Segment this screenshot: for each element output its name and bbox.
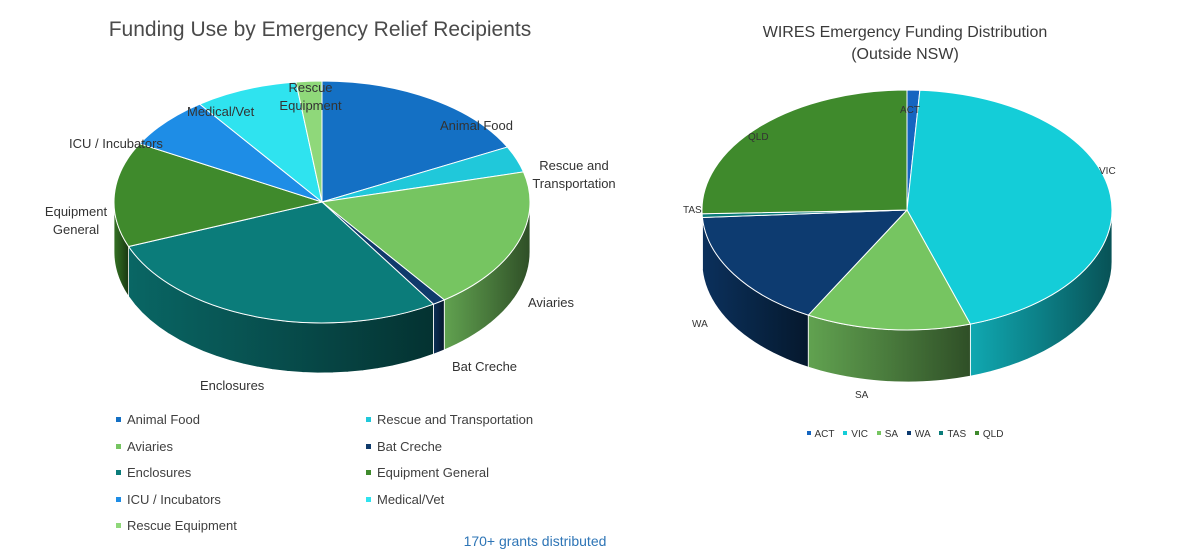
right-chart-title: WIRES Emergency Funding Distribution (Ou… xyxy=(762,24,1048,63)
pie-slice-qld xyxy=(701,89,908,215)
legend-swatch xyxy=(116,497,121,503)
legend-swatch xyxy=(116,444,121,450)
data-label-icu-incubators: ICU / Incubators xyxy=(69,136,163,151)
data-label-wa: WA xyxy=(692,319,708,330)
legend-swatch xyxy=(116,523,121,529)
legend-item-enclosures: Enclosures xyxy=(116,465,191,480)
right-chart-legend: ACT VIC SA WA TAS QLD xyxy=(700,429,1110,440)
legend-swatch xyxy=(366,497,371,503)
legend-item-sa: SA xyxy=(876,429,898,440)
legend-item-tas: TAS xyxy=(939,429,966,440)
legend-swatch xyxy=(906,431,911,436)
legend-item-icu-incubators: ICU / Incubators xyxy=(116,492,221,507)
data-label-equipment-general: Equipment General xyxy=(44,204,108,237)
data-label-aviaries: Aviaries xyxy=(528,295,575,310)
pie-slice-aviaries xyxy=(320,171,531,301)
pie-slice-animal-food xyxy=(321,80,509,203)
legend-swatch xyxy=(366,417,371,423)
left-chart-title: Funding Use by Emergency Relief Recipien… xyxy=(108,18,532,41)
legend-item-vic: VIC xyxy=(843,429,868,440)
data-label-enclosures: Enclosures xyxy=(200,378,265,393)
pie-slice-enclosures xyxy=(127,201,435,324)
data-label-vic: VIC xyxy=(1099,166,1116,177)
legend-swatch xyxy=(939,431,944,436)
data-label-act: ACT xyxy=(900,105,920,116)
data-label-animal-food: Animal Food xyxy=(440,118,513,133)
legend-swatch xyxy=(116,417,121,423)
grants-caption: 170+ grants distributed xyxy=(463,533,607,549)
legend-swatch xyxy=(116,470,121,476)
legend-item-animal-food: Animal Food xyxy=(116,412,200,427)
pie-slice-sa xyxy=(807,209,972,331)
pie-slice-equipment-general xyxy=(113,143,324,248)
legend-swatch xyxy=(366,470,371,476)
legend-item-equipment-general: Equipment General xyxy=(366,465,489,480)
data-label-qld: QLD xyxy=(748,132,769,143)
data-label-sa: SA xyxy=(855,390,869,401)
legend-item-aviaries: Aviaries xyxy=(116,439,173,454)
legend-swatch xyxy=(876,431,881,436)
legend-item-rescue-equipment: Rescue Equipment xyxy=(116,518,237,533)
pie-slice-wa xyxy=(701,209,909,316)
legend-swatch xyxy=(974,431,979,436)
pie-slice-rescue-equipment xyxy=(295,80,323,203)
data-label-bat-creche: Bat Creche xyxy=(452,359,518,374)
legend-item-wa: WA xyxy=(906,429,931,440)
data-label-rescue-and-transportation: Rescue and Transportation xyxy=(532,158,616,191)
data-label-rescue-equipment: Rescue Equipment xyxy=(279,80,342,113)
legend-item-act: ACT xyxy=(806,429,835,440)
legend-swatch xyxy=(843,431,848,436)
legend-item-qld: QLD xyxy=(974,429,1003,440)
pie-slice-vic xyxy=(906,89,1113,325)
legend-item-bat-creche: Bat Creche xyxy=(366,439,442,454)
legend-item-rescue-and-transportation: Rescue and Transportation xyxy=(366,412,533,427)
legend-swatch xyxy=(366,444,371,450)
legend-swatch xyxy=(806,431,811,436)
pie-slice-medical-vet xyxy=(198,81,323,204)
data-label-medical-vet: Medical/Vet xyxy=(187,104,255,119)
data-label-tas: TAS xyxy=(683,205,702,216)
legend-item-medical-vet: Medical/Vet xyxy=(366,492,444,507)
